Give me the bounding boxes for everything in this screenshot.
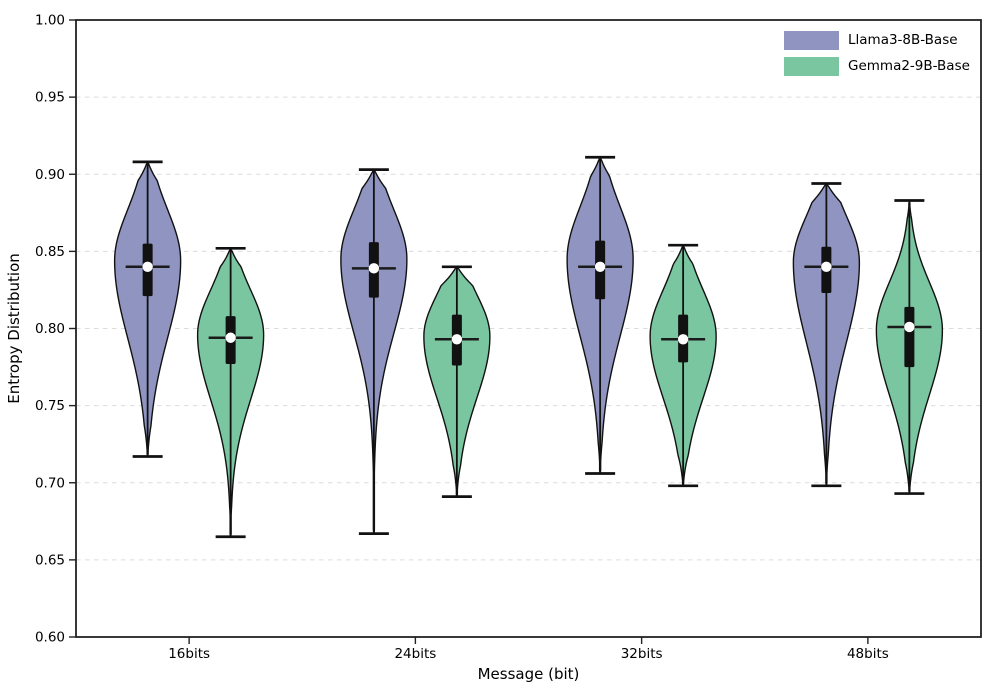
median-dot-llama3-8b-base-16bits: [142, 261, 153, 272]
y-tick-label: 0.85: [35, 244, 65, 260]
y-tick-label: 0.60: [35, 630, 65, 646]
x-tick-label-24bits: 24bits: [394, 646, 436, 662]
iqr-box-gemma2-9b-base-48bits: [904, 306, 915, 368]
median-dot-gemma2-9b-base-16bits: [225, 332, 236, 343]
median-dot-llama3-8b-base-48bits: [821, 261, 832, 272]
y-axis-title: Entropy Distribution: [5, 253, 23, 404]
y-tick-label: 0.90: [35, 167, 65, 183]
x-axis-title: Message (bit): [478, 665, 580, 683]
median-dot-gemma2-9b-base-48bits: [904, 321, 915, 333]
x-tick-label-32bits: 32bits: [621, 646, 663, 662]
y-tick-label: 0.80: [35, 321, 65, 337]
median-dot-gemma2-9b-base-32bits: [677, 334, 689, 345]
y-tick-label: 0.65: [35, 552, 65, 568]
legend-label-gemma: Gemma2-9B-Base: [848, 58, 970, 74]
median-dot-llama3-8b-base-24bits: [368, 263, 380, 274]
median-dot-gemma2-9b-base-24bits: [451, 334, 463, 345]
legend-item-gemma: Gemma2-9B-Base: [784, 57, 970, 76]
x-tick-label-16bits: 16bits: [168, 646, 210, 662]
y-tick-label: 0.95: [35, 90, 65, 106]
y-tick-label: 1.00: [35, 13, 65, 29]
legend-label-llama: Llama3-8B-Base: [848, 32, 958, 48]
legend-swatch-llama-icon: [784, 31, 839, 50]
median-dot-llama3-8b-base-32bits: [594, 261, 606, 272]
legend: Llama3-8B-Base Gemma2-9B-Base: [784, 31, 970, 76]
legend-item-llama: Llama3-8B-Base: [784, 31, 970, 50]
y-tick-label: 0.70: [35, 475, 65, 491]
y-tick-label: 0.75: [35, 398, 65, 414]
x-tick-label-48bits: 48bits: [847, 646, 889, 662]
legend-swatch-gemma-icon: [784, 57, 839, 76]
